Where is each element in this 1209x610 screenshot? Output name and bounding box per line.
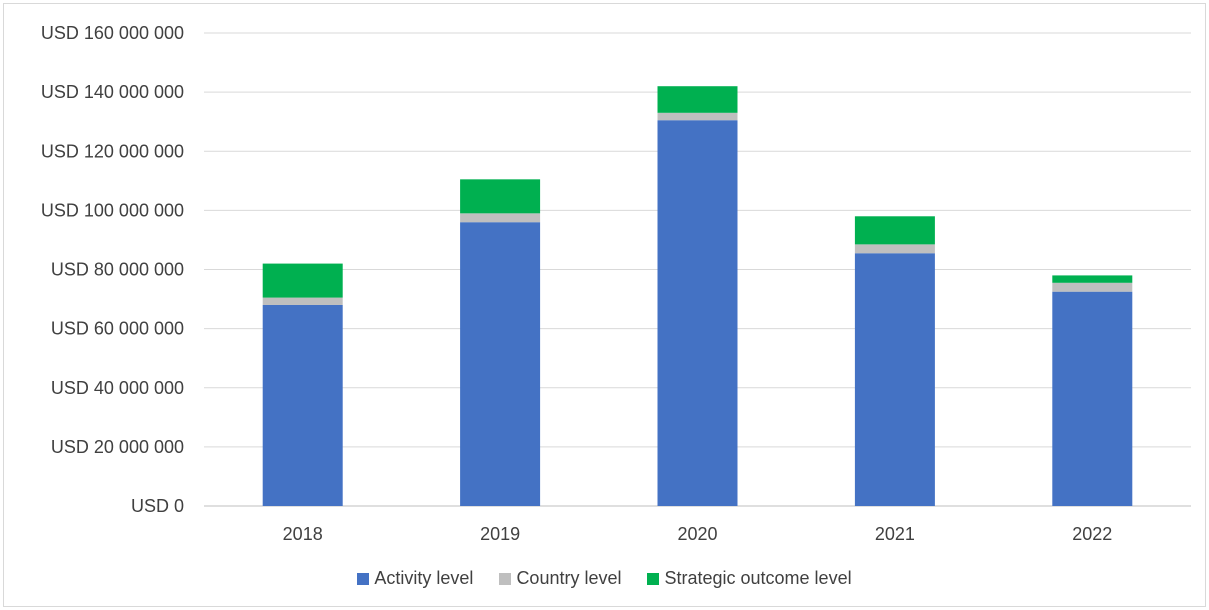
legend: Activity level Country level Strategic o… [0, 568, 1209, 589]
legend-swatch-activity-level [357, 572, 370, 585]
bar-country-level-2020 [657, 112, 738, 121]
bar-country-level-2019 [460, 213, 541, 223]
bar-activity-level-2020 [657, 120, 738, 506]
x-tick-label: 2021 [875, 524, 915, 544]
x-tick-label: 2019 [480, 524, 520, 544]
bar-strategic-outcome-level-2020 [657, 86, 738, 113]
y-tick-label: USD 160 000 000 [41, 23, 184, 43]
y-tick-label: USD 120 000 000 [41, 141, 184, 161]
legend-item-activity-level: Activity level [357, 568, 473, 589]
y-axis-labels: USD 0 USD 20 000 000 USD 40 000 000 USD 60 … [41, 23, 184, 516]
legend-label-strategic-outcome-level: Strategic outcome level [664, 568, 852, 588]
bar-activity-level-2019 [460, 222, 541, 506]
legend-swatch-strategic-outcome-level [647, 572, 660, 585]
bars [262, 86, 1133, 506]
y-tick-label: USD 80 000 000 [51, 260, 184, 280]
legend-label-activity-level: Activity level [374, 568, 474, 588]
bar-country-level-2021 [854, 244, 935, 254]
legend-item-country-level: Country level [499, 568, 621, 589]
bar-strategic-outcome-level-2022 [1052, 275, 1133, 283]
x-tick-label: 2020 [677, 524, 717, 544]
bar-country-level-2022 [1052, 282, 1133, 292]
bar-strategic-outcome-level-2021 [854, 216, 935, 245]
legend-swatch-country-level [499, 572, 512, 585]
y-tick-label: USD 20 000 000 [51, 437, 184, 457]
bar-strategic-outcome-level-2019 [460, 179, 541, 214]
bar-country-level-2018 [262, 297, 343, 305]
bar-activity-level-2021 [854, 253, 935, 506]
bar-activity-level-2022 [1052, 291, 1133, 506]
y-tick-label: USD 0 [131, 496, 184, 516]
x-axis-labels: 2018 2019 2020 2021 2022 [283, 524, 1113, 544]
x-tick-label: 2022 [1072, 524, 1112, 544]
y-tick-label: USD 60 000 000 [51, 319, 184, 339]
legend-item-strategic-outcome-level: Strategic outcome level [647, 568, 852, 589]
bar-activity-level-2018 [262, 304, 343, 506]
legend-label-country-level: Country level [516, 568, 622, 588]
y-tick-label: USD 140 000 000 [41, 82, 184, 102]
y-tick-label: USD 100 000 000 [41, 200, 184, 220]
bar-strategic-outcome-level-2018 [262, 263, 343, 298]
x-tick-label: 2018 [283, 524, 323, 544]
y-tick-label: USD 40 000 000 [51, 378, 184, 398]
